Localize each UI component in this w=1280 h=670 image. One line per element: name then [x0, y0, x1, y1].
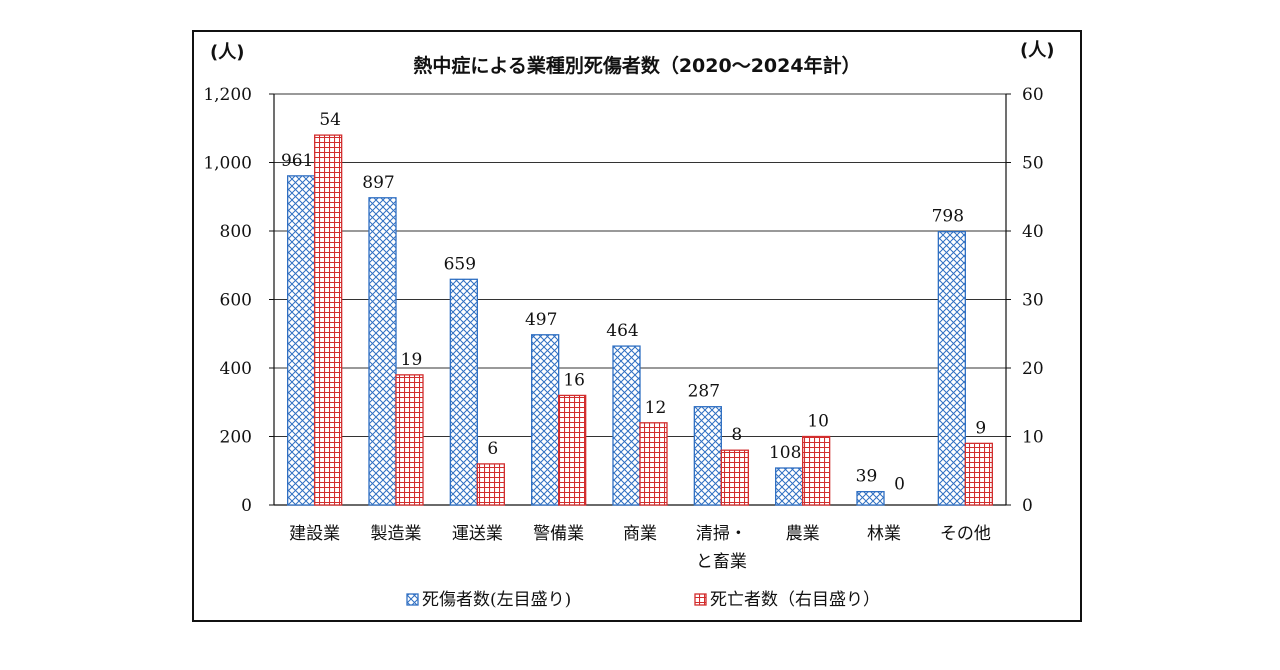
- legend-swatch: [694, 593, 707, 606]
- bar-deaths: [639, 422, 668, 506]
- bars: [287, 134, 993, 506]
- right-tick-label: 50: [1022, 154, 1044, 174]
- legend-swatch: [406, 593, 419, 606]
- category-label: と畜業: [696, 552, 747, 572]
- left-tick-label: 400: [220, 359, 252, 379]
- data-label-injured: 897: [362, 173, 394, 193]
- category-label: 建設業: [289, 524, 340, 544]
- right-tick-label: 60: [1022, 85, 1044, 105]
- left-tick-label: 1,200: [203, 85, 252, 105]
- data-label-deaths: 6: [487, 439, 498, 459]
- category-labels: 建設業 製造業 運送業 警備業 商業 清掃・と畜業 農業 林業 その他: [289, 524, 991, 572]
- bar-deaths: [802, 435, 831, 506]
- chart-frame: 熱中症による業種別死傷者数（2020～2024年計） (人) (人) 0 200 4…: [192, 30, 1082, 622]
- data-label-injured: 497: [525, 310, 557, 330]
- bar-deaths: [476, 463, 505, 506]
- category-label: 林業: [867, 524, 901, 544]
- category-label: 警備業: [533, 524, 584, 544]
- data-label-injured: 108: [769, 443, 801, 463]
- bar-deaths: [558, 394, 587, 506]
- data-label-injured: 961: [281, 151, 313, 171]
- bar-injured: [287, 175, 316, 506]
- bar-deaths: [720, 449, 749, 506]
- left-tick-label: 800: [220, 222, 252, 242]
- bar-injured: [368, 197, 397, 506]
- left-tick-label: 1,000: [203, 154, 252, 174]
- right-tick-label: 30: [1022, 291, 1044, 311]
- data-label-deaths: 12: [645, 398, 667, 418]
- data-label-injured: 464: [606, 321, 638, 341]
- data-label-injured: 287: [688, 382, 720, 402]
- bar-injured: [612, 345, 641, 506]
- data-label-injured: 798: [932, 207, 964, 227]
- bar-injured: [693, 406, 722, 506]
- bar-deaths: [964, 442, 993, 506]
- left-tick-label: 600: [220, 291, 252, 311]
- category-label: 商業: [623, 524, 657, 544]
- left-axis-unit: (人): [210, 42, 244, 63]
- category-label: 製造業: [371, 524, 422, 544]
- bar-injured: [856, 490, 885, 506]
- right-tick-label: 20: [1022, 359, 1044, 379]
- data-label-deaths: 9: [975, 418, 986, 438]
- right-axis-unit: (人): [1020, 40, 1054, 61]
- bar-injured: [531, 334, 560, 506]
- legend-label: 死傷者数(左目盛り): [422, 590, 571, 610]
- data-label-deaths: 10: [807, 412, 829, 432]
- legend: 死傷者数(左目盛り) 死亡者数（右目盛り）: [406, 590, 880, 610]
- category-label: 農業: [786, 524, 820, 544]
- category-label: 運送業: [452, 524, 503, 544]
- right-tick-label: 0: [1022, 496, 1033, 516]
- left-tick-label: 200: [220, 428, 252, 448]
- bar-deaths: [395, 374, 424, 506]
- left-tick-label: 0: [241, 496, 252, 516]
- legend-label: 死亡者数（右目盛り）: [710, 590, 880, 610]
- data-label-injured: 659: [444, 254, 476, 274]
- data-label-injured: 39: [856, 467, 878, 487]
- chart-svg: 熱中症による業種別死傷者数（2020～2024年計） (人) (人) 02004…: [203, 40, 1054, 610]
- right-tick-label: 10: [1022, 428, 1044, 448]
- bar-injured: [937, 231, 966, 506]
- bar-injured: [775, 467, 804, 506]
- data-labels: 961 54 897 19 659 6 497 16 464 12 287 8 108 10 39 0 798 9: [281, 110, 986, 495]
- data-label-deaths: 0: [894, 475, 905, 495]
- right-tick-label: 40: [1022, 222, 1044, 242]
- bar-deaths: [314, 134, 343, 506]
- category-label: 清掃・: [696, 524, 747, 544]
- data-label-deaths: 19: [401, 350, 423, 370]
- data-label-deaths: 54: [319, 110, 341, 130]
- data-label-deaths: 16: [563, 370, 585, 390]
- category-label: その他: [940, 524, 991, 544]
- data-label-deaths: 8: [731, 425, 742, 445]
- bar-injured: [449, 278, 478, 506]
- chart-title: 熱中症による業種別死傷者数（2020～2024年計）: [413, 54, 860, 77]
